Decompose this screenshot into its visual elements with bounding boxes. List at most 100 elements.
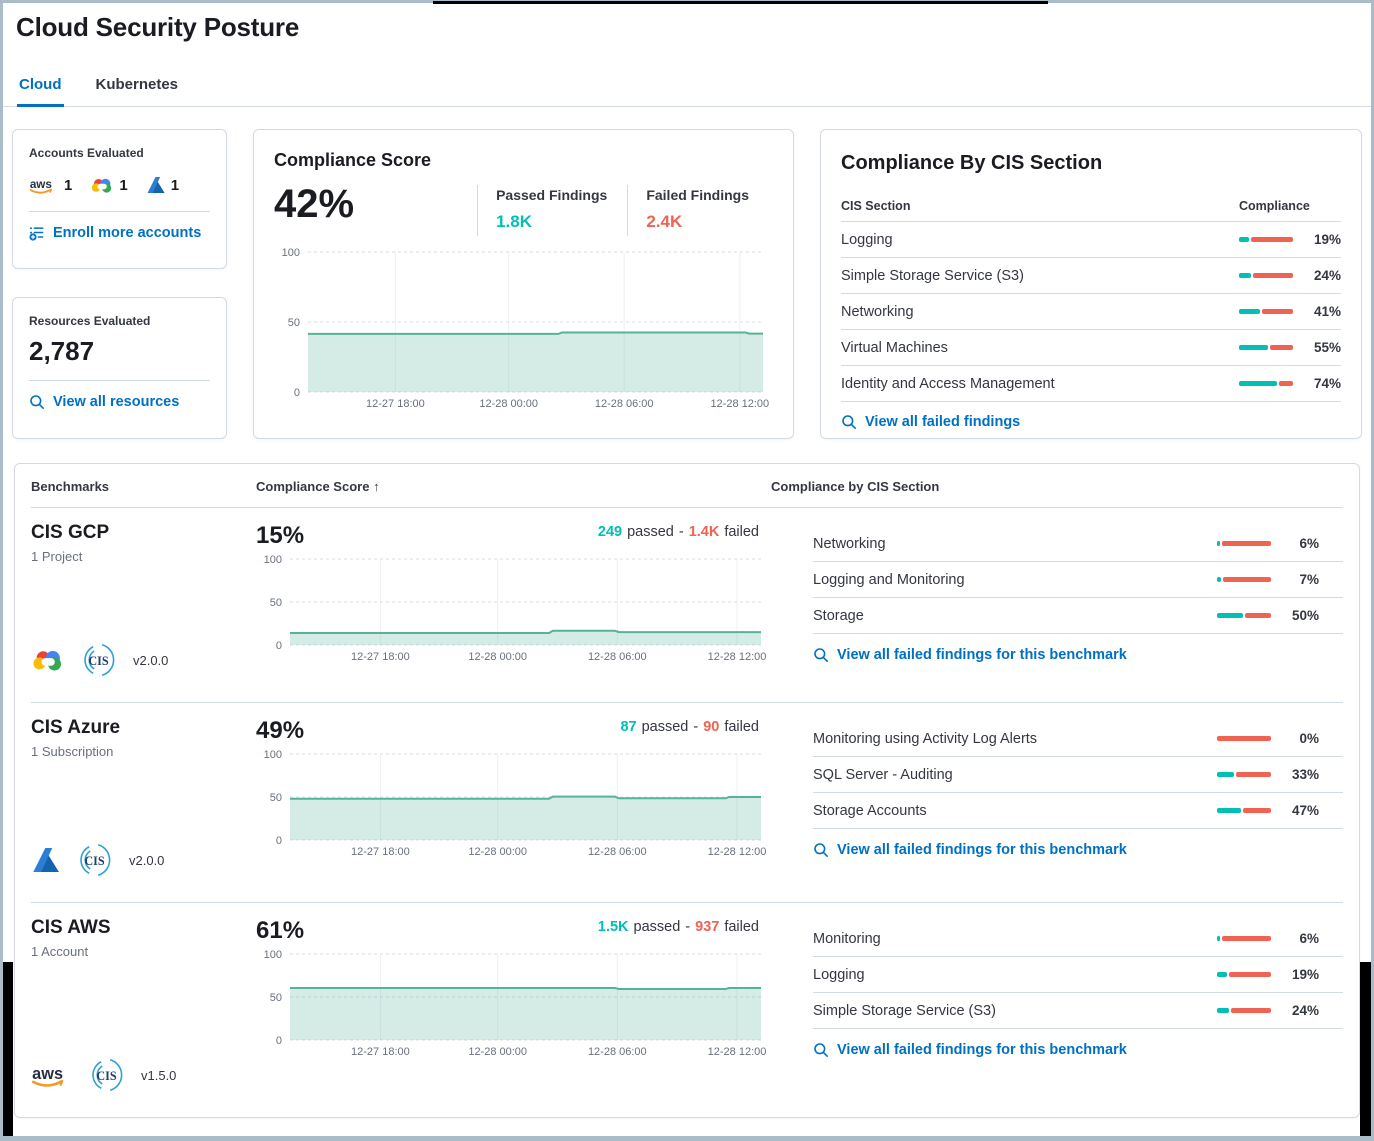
- list-add-icon: [29, 225, 45, 241]
- gcp-icon: [90, 176, 114, 195]
- svg-text:12-28 00:00: 12-28 00:00: [479, 398, 538, 410]
- benchmark-logos: CIS v2.0.0: [31, 842, 256, 882]
- svg-text:0: 0: [276, 1035, 282, 1047]
- tab-kubernetes[interactable]: Kubernetes: [95, 76, 179, 93]
- section-label: Networking: [813, 535, 886, 552]
- tab-bar: Cloud Kubernetes: [0, 67, 1374, 107]
- compliance-pct: 24%: [1313, 268, 1341, 283]
- cis-sections-column-header: Compliance by CIS Section: [771, 479, 940, 494]
- compliance-minibar: [1217, 1008, 1271, 1013]
- capture-black-bar-top: [433, 1, 1048, 4]
- aws-account-count: 1: [64, 176, 73, 194]
- compliance-pct: 6%: [1299, 931, 1319, 946]
- benchmark-info: CIS AWS 1 Account aws CIS v1.5.0: [31, 917, 256, 1117]
- svg-text:12-28 06:00: 12-28 06:00: [588, 1046, 647, 1058]
- view-all-resources-link[interactable]: View all resources: [29, 394, 210, 410]
- benchmark-name: CIS AWS: [31, 917, 111, 938]
- search-icon: [29, 394, 45, 410]
- svg-text:12-28 00:00: 12-28 00:00: [468, 846, 527, 858]
- benchmark-trend-chart: 0 50 100 12-27 18:00 12-28 00:00 12-28 06:00 1…: [256, 948, 771, 1060]
- svg-text:CIS: CIS: [96, 1069, 117, 1083]
- benchmark-version: v2.0.0: [133, 652, 169, 668]
- svg-text:0: 0: [276, 640, 282, 652]
- gcp-icon: [31, 647, 65, 674]
- azure-icon: [146, 175, 166, 195]
- benchmark-section-row: Networking 6%: [813, 526, 1343, 562]
- benchmark-section-row: Logging and Monitoring 7%: [813, 562, 1343, 598]
- benchmark-score: 61%: [256, 917, 305, 944]
- svg-text:12-28 06:00: 12-28 06:00: [588, 846, 647, 858]
- capture-black-bar-right: [1360, 962, 1371, 1138]
- section-label: Networking: [841, 303, 914, 320]
- left-column: Accounts Evaluated aws 1 1 1: [12, 129, 227, 439]
- benchmark-passed-failed: 87 passed - 90 failed: [620, 719, 759, 735]
- tab-cloud[interactable]: Cloud: [17, 67, 64, 107]
- section-label: Virtual Machines: [841, 339, 948, 356]
- benchmark-trend-chart: 0 50 100 12-27 18:00 12-28 00:00 12-28 06:00 1…: [256, 748, 771, 860]
- compliance-by-cis-title: Compliance By CIS Section: [841, 152, 1103, 174]
- accounts-evaluated-card: Accounts Evaluated aws 1 1 1: [12, 129, 227, 269]
- cis-section-row: Networking 41%: [841, 294, 1341, 330]
- cis-logo-icon: CIS: [81, 642, 117, 678]
- score-summary: 42% Passed Findings 1.8K Failed Findings…: [274, 183, 773, 236]
- compliance-score-column-header[interactable]: Compliance Score ↑: [256, 479, 380, 494]
- svg-text:50: 50: [270, 597, 282, 609]
- compliance-minibar: [1217, 972, 1271, 977]
- view-all-failed-findings-link[interactable]: View all failed findings: [841, 414, 1341, 430]
- capture-black-bar-left: [3, 962, 13, 1138]
- resources-count: 2,787: [29, 336, 95, 366]
- aws-icon: aws: [29, 176, 59, 195]
- passed-findings: Passed Findings 1.8K: [477, 185, 627, 236]
- compliance-minibar: [1217, 577, 1271, 582]
- compliance-minibar: [1217, 936, 1271, 941]
- search-icon: [813, 1042, 829, 1058]
- section-label: Monitoring using Activity Log Alerts: [813, 730, 1038, 747]
- compliance-trend-chart: 0 50 100 12-27 18:00 12-28 00:00 12-28 06:00 1…: [274, 246, 773, 412]
- svg-text:12-28 00:00: 12-28 00:00: [468, 651, 527, 663]
- section-label: Logging and Monitoring: [813, 571, 965, 588]
- benchmark-subtitle: 1 Account: [31, 944, 89, 959]
- compliance-pct: 7%: [1299, 572, 1319, 587]
- benchmark-sections: Networking 6% Logging and Monitoring 7% …: [771, 522, 1343, 702]
- cis-logo-icon: CIS: [89, 1057, 125, 1093]
- page-title: Cloud Security Posture: [16, 12, 300, 42]
- benchmark-section-row: Storage Accounts 47%: [813, 793, 1343, 829]
- compliance-pct: 24%: [1291, 1003, 1319, 1018]
- svg-text:12-28 06:00: 12-28 06:00: [588, 651, 647, 663]
- aws-icon: aws: [31, 1062, 73, 1089]
- summary-row: Accounts Evaluated aws 1 1 1: [0, 107, 1374, 439]
- findings-summary: Passed Findings 1.8K Failed Findings 2.4…: [477, 185, 769, 236]
- view-benchmark-findings-link[interactable]: View all failed findings for this benchm…: [813, 1042, 1343, 1058]
- enroll-more-accounts-link[interactable]: Enroll more accounts: [29, 225, 210, 241]
- svg-text:100: 100: [264, 554, 282, 566]
- benchmark-row-azure: CIS Azure 1 Subscription CIS v2.0.0 49% …: [31, 703, 1343, 903]
- passed-findings-value: 1.8K: [496, 212, 532, 231]
- svg-text:12-28 12:00: 12-28 12:00: [708, 846, 767, 858]
- failed-findings: Failed Findings 2.4K: [627, 185, 769, 236]
- accounts-evaluated-title: Accounts Evaluated: [29, 146, 144, 160]
- section-label: Storage: [813, 607, 864, 624]
- benchmark-logos: CIS v2.0.0: [31, 642, 256, 682]
- compliance-pct: 47%: [1291, 803, 1319, 818]
- compliance-pct: 0%: [1299, 731, 1319, 746]
- benchmark-section-row: Logging 19%: [813, 957, 1343, 993]
- sort-up-icon: ↑: [373, 479, 380, 494]
- section-label: Identity and Access Management: [841, 375, 1055, 392]
- view-benchmark-findings-link[interactable]: View all failed findings for this benchm…: [813, 647, 1343, 663]
- compliance-minibar: [1239, 381, 1293, 386]
- benchmark-section-row: Monitoring 6%: [813, 921, 1343, 957]
- compliance-minibar: [1217, 736, 1271, 741]
- cis-logo-icon: CIS: [77, 842, 113, 878]
- benchmark-score: 15%: [256, 522, 305, 549]
- benchmark-info: CIS GCP 1 Project CIS v2.0.0: [31, 522, 256, 702]
- search-icon: [813, 842, 829, 858]
- svg-text:100: 100: [264, 949, 282, 961]
- view-benchmark-findings-link[interactable]: View all failed findings for this benchm…: [813, 842, 1343, 858]
- benchmark-sections: Monitoring using Activity Log Alerts 0% …: [771, 717, 1343, 902]
- benchmark-section-row: SQL Server - Auditing 33%: [813, 757, 1343, 793]
- page-header: Cloud Security Posture: [0, 0, 1374, 43]
- azure-icon: [31, 845, 61, 875]
- svg-text:12-27 18:00: 12-27 18:00: [351, 651, 410, 663]
- compliance-pct: 55%: [1313, 340, 1341, 355]
